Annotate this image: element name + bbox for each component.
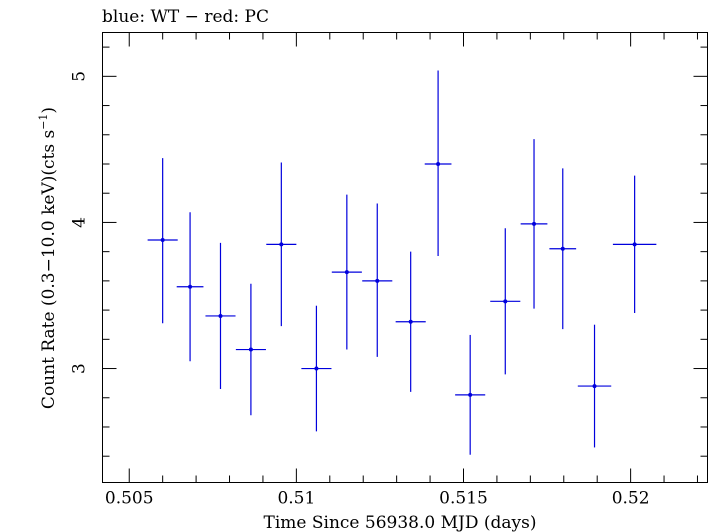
data-point <box>520 139 548 309</box>
y-axis-label-sup: −1 <box>37 114 50 130</box>
data-point <box>612 175 657 314</box>
y-axis-tick-labels: 3 4 5 <box>70 71 90 374</box>
data-point <box>549 168 577 330</box>
data-point <box>577 324 612 448</box>
data-marker <box>344 270 349 275</box>
data-marker <box>560 246 565 251</box>
y-axis-ticks <box>102 46 708 457</box>
data-marker <box>532 221 537 226</box>
data-point <box>455 334 486 455</box>
plot-frame <box>102 32 708 483</box>
x-axis-label: Time Since 56938.0 MJD (days) <box>264 513 537 532</box>
y-axis-label-tail: ) <box>39 107 59 114</box>
y-tick-label: 3 <box>70 363 90 374</box>
data-point <box>266 162 297 327</box>
chart-title: blue: WT − red: PC <box>102 7 269 27</box>
data-point <box>176 212 204 362</box>
data-point <box>362 203 393 357</box>
x-tick-label: 0.52 <box>612 489 650 509</box>
data-point <box>147 158 178 324</box>
y-tick-label: 4 <box>70 217 90 228</box>
data-marker <box>160 237 165 242</box>
data-marker <box>592 384 597 389</box>
data-marker <box>468 392 473 397</box>
data-point <box>424 70 452 257</box>
x-tick-label: 0.515 <box>439 489 488 509</box>
data-marker <box>218 313 223 318</box>
data-marker <box>408 319 413 324</box>
y-tick-label: 5 <box>70 71 90 82</box>
data-marker <box>188 284 193 289</box>
data-marker <box>375 278 380 283</box>
data-point <box>205 242 236 389</box>
data-series-wt <box>147 70 657 455</box>
data-marker <box>248 347 253 352</box>
y-axis-label: Count Rate (0.3−10.0 keV)(cts s−1) <box>37 107 59 409</box>
y-axis-label-main: Count Rate (0.3−10.0 keV)(cts s <box>39 130 59 409</box>
x-tick-label: 0.51 <box>277 489 315 509</box>
x-axis-tick-labels: 0.505 0.51 0.515 0.52 <box>105 489 650 509</box>
data-point <box>490 228 521 375</box>
x-axis-ticks <box>128 32 698 483</box>
data-marker <box>279 242 284 247</box>
data-point <box>395 251 426 392</box>
x-tick-label: 0.505 <box>105 489 154 509</box>
data-marker <box>314 366 319 371</box>
data-marker <box>632 242 637 247</box>
data-marker <box>436 161 441 166</box>
data-marker <box>503 299 508 304</box>
data-point <box>331 194 362 350</box>
data-point <box>301 305 332 432</box>
data-point <box>235 283 266 416</box>
